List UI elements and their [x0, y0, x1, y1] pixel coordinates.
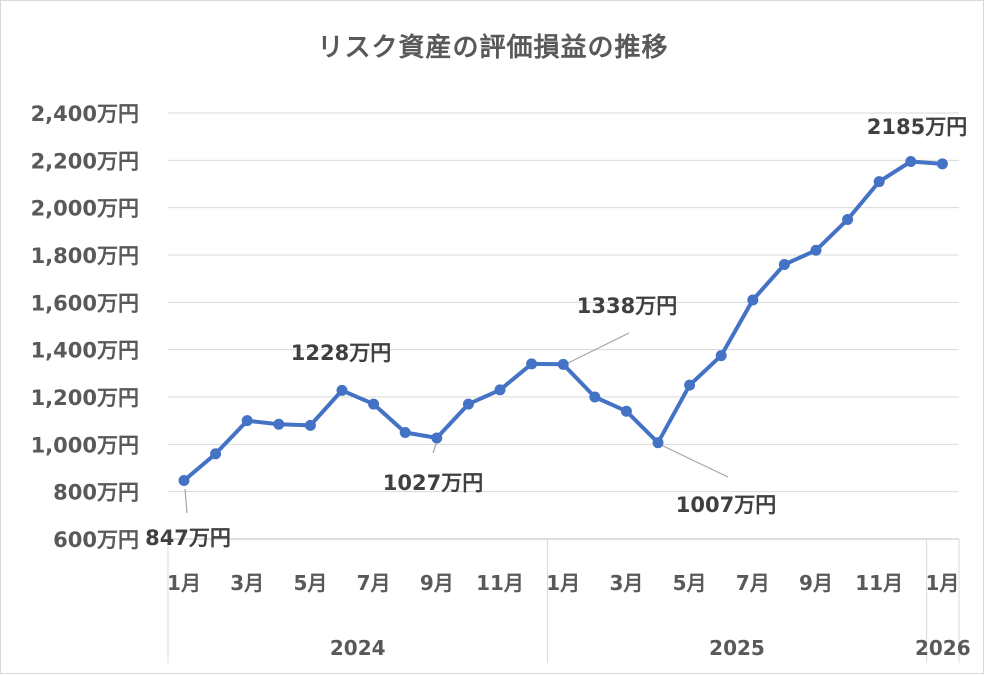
data-point — [336, 384, 348, 396]
annotation-leader-line — [660, 444, 729, 478]
x-month-label: 1月 — [925, 571, 959, 595]
data-point — [842, 214, 854, 225]
data-point — [431, 432, 443, 444]
gridlines — [168, 112, 959, 493]
data-annotations: 847万円 1228万円 1027万円 1338万円 1007万円 2185万円 — [145, 115, 967, 550]
y-tick-label: 2,200万円 — [31, 149, 139, 173]
data-points — [178, 156, 948, 487]
y-tick-label: 1,000万円 — [31, 433, 139, 457]
data-point — [526, 358, 538, 370]
y-tick-label: 1,800万円 — [31, 244, 139, 268]
data-point — [684, 379, 696, 391]
data-point — [873, 176, 885, 188]
x-month-label: 1月 — [167, 571, 201, 595]
y-tick-label: 800万円 — [53, 481, 139, 505]
x-month-label: 5月 — [673, 571, 707, 595]
data-point — [462, 398, 474, 410]
x-month-label: 9月 — [420, 571, 454, 595]
y-tick-label: 1,600万円 — [31, 291, 139, 315]
y-tick-label: 1,400万円 — [31, 339, 139, 363]
data-point — [810, 244, 822, 256]
chart-title: リスク資産の評価損益の推移 — [317, 33, 669, 63]
data-point — [747, 294, 759, 306]
x-month-label: 7月 — [357, 571, 391, 595]
x-year-label: 2026 — [915, 636, 971, 660]
data-label: 1228万円 — [291, 341, 391, 365]
x-month-label: 9月 — [799, 571, 833, 595]
y-tick-label: 2,400万円 — [31, 102, 139, 126]
data-label: 1027万円 — [383, 471, 483, 495]
data-point — [936, 158, 948, 170]
x-month-label: 11月 — [476, 571, 524, 595]
x-month-label: 3月 — [609, 571, 643, 595]
data-point — [557, 358, 569, 370]
x-axis — [167, 538, 960, 663]
data-label: 847万円 — [145, 526, 231, 550]
data-point — [652, 437, 664, 449]
data-point — [905, 156, 917, 168]
data-point — [368, 398, 380, 410]
data-point — [589, 391, 601, 403]
x-month-label: 11月 — [855, 571, 903, 595]
series-line-path — [182, 159, 945, 483]
data-point — [304, 419, 316, 431]
data-point — [210, 448, 222, 460]
data-point — [494, 384, 506, 396]
annotation-leader-line — [184, 488, 188, 514]
x-month-label: 1月 — [546, 571, 580, 595]
data-label: 1338万円 — [577, 294, 677, 318]
data-point — [620, 405, 632, 417]
y-tick-label: 2,000万円 — [31, 197, 139, 221]
y-tick-label: 1,200万円 — [31, 386, 139, 410]
x-year-label: 2025 — [709, 636, 765, 660]
y-tick-label: 600万円 — [53, 528, 139, 552]
data-point — [778, 258, 790, 270]
annotation-leader-line — [567, 332, 630, 364]
x-month-label: 5月 — [293, 571, 327, 595]
x-month-label: 3月 — [230, 571, 264, 595]
x-axis-labels: 1月 3月 5月 7月 9月 11月 1月 3月 5月 7月 9月 11月 1月 2024 2025 2026 — [167, 571, 971, 660]
data-point — [399, 427, 411, 438]
data-label: 1007万円 — [676, 493, 776, 517]
series-line — [182, 159, 945, 483]
x-year-label: 2024 — [330, 636, 386, 660]
data-point — [178, 475, 190, 487]
x-month-label: 7月 — [736, 571, 770, 595]
y-axis-labels: 600万円 800万円 1,000万円 1,200万円 1,400万円 1,600万円 1,… — [31, 102, 139, 552]
data-point — [273, 418, 285, 430]
data-point — [241, 415, 253, 427]
data-point — [715, 350, 727, 362]
data-label: 2185万円 — [867, 115, 967, 139]
